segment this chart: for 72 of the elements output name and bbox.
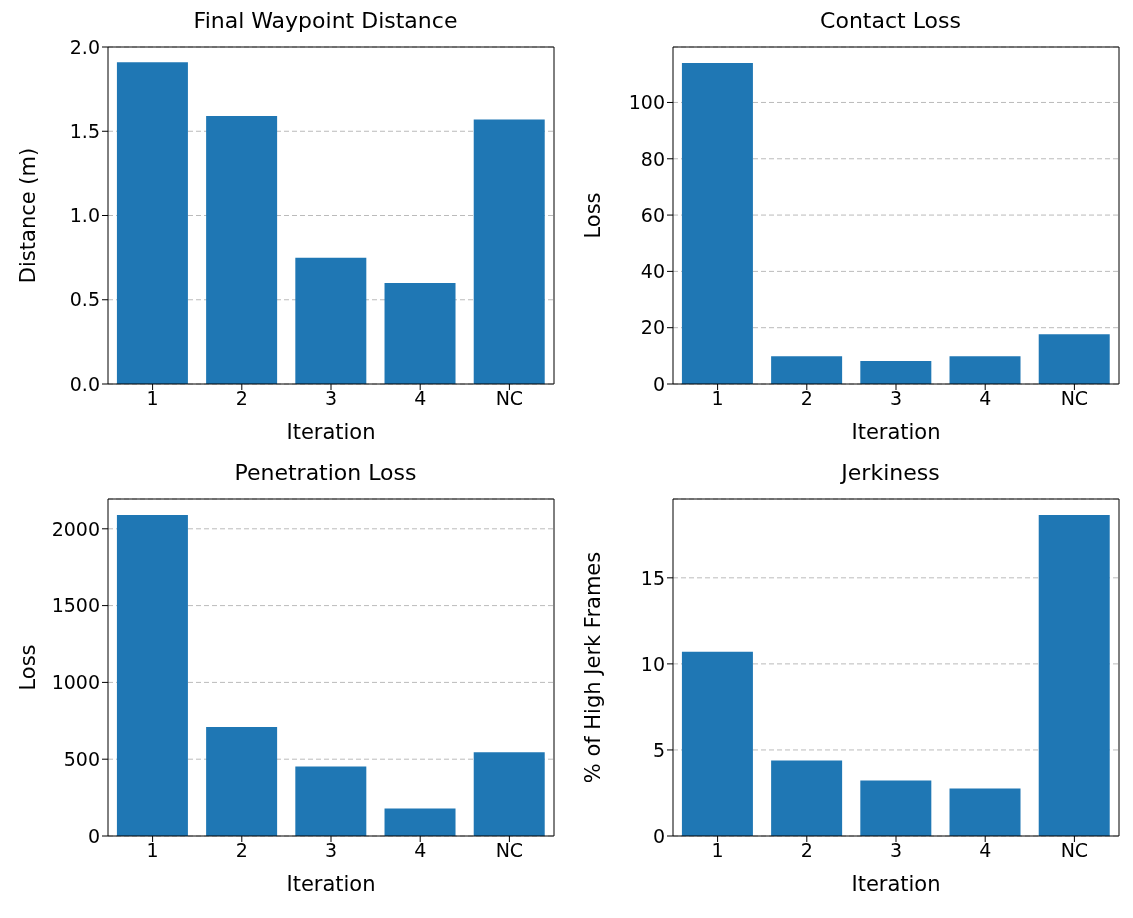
chart-title: Contact Loss xyxy=(819,8,962,35)
bar xyxy=(295,257,367,384)
y-tick-label: 500 xyxy=(63,747,100,770)
bar xyxy=(116,62,188,384)
y-tick-label: 100 xyxy=(628,91,665,114)
bar xyxy=(949,788,1021,836)
y-tick-label: 1.0 xyxy=(69,204,100,227)
x-tick-label: 4 xyxy=(979,387,992,410)
x-tick-label: 4 xyxy=(414,839,427,862)
chart-title: Final Waypoint Distance xyxy=(193,8,458,33)
x-tick-label: 3 xyxy=(889,839,903,862)
y-tick-label: 0 xyxy=(652,372,665,395)
bar xyxy=(473,752,545,836)
x-tick-label: NC xyxy=(1060,839,1089,862)
y-tick-label: 0 xyxy=(87,824,100,847)
y-tick-label: 2.0 xyxy=(69,35,100,58)
y-tick-label: 5 xyxy=(652,738,665,761)
y-tick-label: 20 xyxy=(640,316,665,339)
y-tick-label: 1000 xyxy=(51,671,100,694)
x-axis-title: Iteration xyxy=(286,872,376,896)
bar xyxy=(384,282,456,384)
y-tick-label: 60 xyxy=(640,203,665,226)
x-tick-label: NC xyxy=(1060,387,1089,410)
bar xyxy=(206,726,278,836)
x-tick-label: 1 xyxy=(711,387,724,410)
y-tick-label: 80 xyxy=(640,147,665,170)
x-axis-title: Iteration xyxy=(851,872,941,896)
x-tick-label: 3 xyxy=(324,839,338,862)
x-tick-label: 4 xyxy=(979,839,992,862)
bar xyxy=(681,651,753,836)
y-tick-label: 10 xyxy=(640,652,665,675)
bar xyxy=(295,766,367,836)
x-tick-label: 2 xyxy=(800,387,813,410)
y-axis-title: % of High Jerk Frames xyxy=(581,551,606,784)
x-tick-label: 3 xyxy=(324,387,338,410)
x-tick-label: 2 xyxy=(235,387,248,410)
x-tick-label: 1 xyxy=(146,839,159,862)
y-tick-label: 40 xyxy=(640,260,665,283)
y-tick-label: 1.5 xyxy=(69,120,100,142)
y-axis-title: Loss xyxy=(16,644,41,691)
y-axis-title: Loss xyxy=(581,192,606,239)
y-tick-label: 0.5 xyxy=(69,288,100,311)
x-tick-label: 1 xyxy=(711,839,724,862)
y-axis-title: Distance (m) xyxy=(16,147,41,284)
y-tick-label: 0 xyxy=(652,824,665,847)
x-tick-label: 1 xyxy=(146,387,159,410)
bar xyxy=(116,514,188,836)
y-tick-label: 2000 xyxy=(51,517,100,540)
x-axis-title: Iteration xyxy=(286,420,376,444)
y-tick-label: 15 xyxy=(640,566,665,589)
x-tick-label: 2 xyxy=(235,839,248,862)
x-axis-title: Iteration xyxy=(851,420,941,444)
y-tick-label: 1500 xyxy=(51,594,100,617)
bar xyxy=(681,63,753,384)
bar xyxy=(860,360,932,384)
y-tick-label: 0.0 xyxy=(69,372,100,395)
x-tick-label: NC xyxy=(495,839,524,862)
chart-title: Jerkiness xyxy=(839,460,941,487)
bar xyxy=(771,356,843,384)
bar xyxy=(473,119,545,384)
bar xyxy=(1038,515,1110,836)
chart-title: Penetration Loss xyxy=(233,460,418,487)
bar xyxy=(771,760,843,836)
bar xyxy=(860,780,932,836)
bar xyxy=(384,808,456,836)
bar xyxy=(949,356,1021,384)
x-tick-label: 2 xyxy=(800,839,813,862)
x-tick-label: NC xyxy=(495,387,524,410)
x-tick-label: 4 xyxy=(414,387,427,410)
bar xyxy=(1038,334,1110,384)
x-tick-label: 3 xyxy=(889,387,903,410)
bar xyxy=(206,116,278,384)
